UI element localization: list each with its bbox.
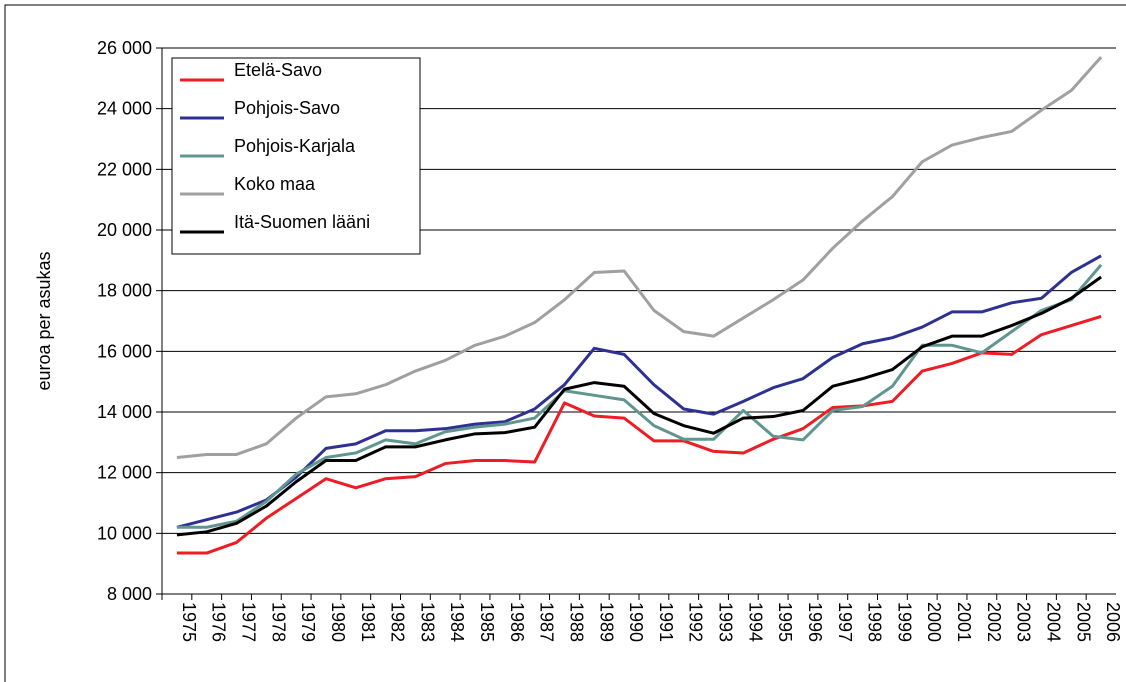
y-tick-label: 20 000 bbox=[97, 220, 152, 240]
x-tick-label: 2005 bbox=[1073, 602, 1093, 642]
y-tick-label: 26 000 bbox=[97, 38, 152, 58]
x-tick-label: 2000 bbox=[924, 602, 944, 642]
chart-border bbox=[4, 4, 1126, 682]
x-tick-label: 1987 bbox=[537, 602, 557, 642]
x-tick-label: 1975 bbox=[179, 602, 199, 642]
y-tick-label: 12 000 bbox=[97, 463, 152, 483]
y-tick-label: 8 000 bbox=[107, 584, 152, 604]
legend-label: Itä-Suomen lääni bbox=[234, 212, 370, 232]
x-tick-label: 1991 bbox=[656, 602, 676, 642]
x-tick-label: 2004 bbox=[1043, 602, 1063, 642]
x-tick-label: 1998 bbox=[865, 602, 885, 642]
x-tick-label: 1986 bbox=[507, 602, 527, 642]
x-tick-label: 1985 bbox=[477, 602, 497, 642]
x-tick-label: 1983 bbox=[417, 602, 437, 642]
y-tick-label: 16 000 bbox=[97, 341, 152, 361]
x-tick-label: 2003 bbox=[1014, 602, 1034, 642]
x-tick-label: 1980 bbox=[328, 602, 348, 642]
x-tick-label: 1978 bbox=[268, 602, 288, 642]
x-tick-label: 2001 bbox=[954, 602, 974, 642]
x-tick-label: 1989 bbox=[596, 602, 616, 642]
series-line bbox=[176, 275, 1102, 537]
x-tick-label: 1981 bbox=[358, 602, 378, 642]
x-tick-label: 1994 bbox=[745, 602, 765, 642]
x-tick-label: 1984 bbox=[447, 602, 467, 642]
x-tick-label: 2006 bbox=[1103, 602, 1123, 642]
x-tick-label: 1990 bbox=[626, 602, 646, 642]
series-line bbox=[176, 56, 1103, 459]
legend-label: Pohjois-Savo bbox=[234, 98, 340, 118]
series-line bbox=[176, 263, 1103, 529]
y-tick-label: 14 000 bbox=[97, 402, 152, 422]
y-tick-label: 18 000 bbox=[97, 281, 152, 301]
x-tick-label: 1979 bbox=[298, 602, 318, 642]
series-line bbox=[176, 315, 1102, 555]
x-tick-label: 2002 bbox=[984, 602, 1004, 642]
y-tick-label: 24 000 bbox=[97, 99, 152, 119]
x-tick-label: 1997 bbox=[835, 602, 855, 642]
x-tick-label: 1999 bbox=[894, 602, 914, 642]
x-tick-label: 1988 bbox=[566, 602, 586, 642]
x-tick-label: 1992 bbox=[686, 602, 706, 642]
x-tick-label: 1993 bbox=[716, 602, 736, 642]
legend-label: Koko maa bbox=[234, 174, 316, 194]
x-tick-label: 1995 bbox=[775, 602, 795, 642]
x-tick-label: 1996 bbox=[805, 602, 825, 642]
y-tick-label: 22 000 bbox=[97, 159, 152, 179]
x-tick-label: 1982 bbox=[388, 602, 408, 642]
y-axis-label: euroa per asukas bbox=[34, 251, 54, 390]
series-line bbox=[176, 254, 1102, 529]
y-tick-label: 10 000 bbox=[97, 523, 152, 543]
legend-label: Etelä-Savo bbox=[234, 60, 322, 80]
x-tick-label: 1977 bbox=[239, 602, 259, 642]
x-tick-label: 1976 bbox=[209, 602, 229, 642]
legend-label: Pohjois-Karjala bbox=[234, 136, 356, 156]
